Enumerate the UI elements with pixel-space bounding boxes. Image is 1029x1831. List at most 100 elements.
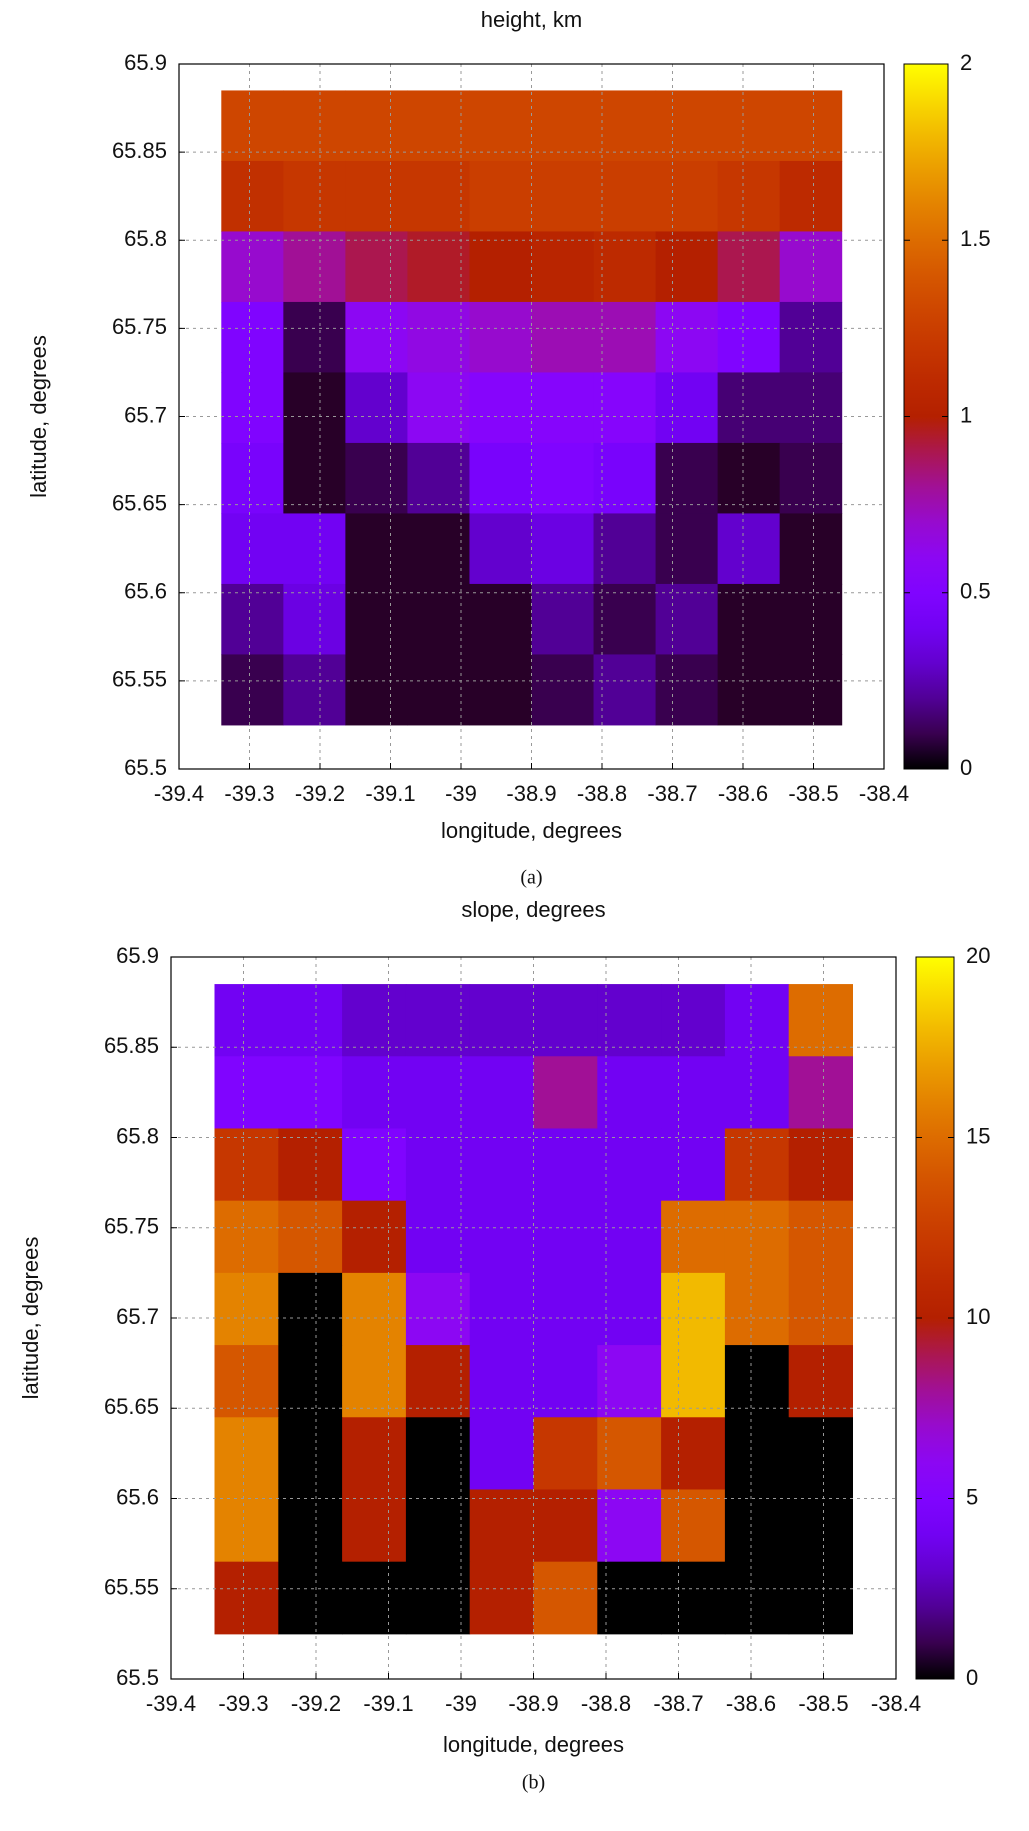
y-tick-label: 65.6 [116, 1484, 159, 1509]
y-axis-label: latitude, degrees [26, 335, 51, 498]
heat-cell [597, 1272, 662, 1346]
heat-cell [221, 372, 284, 444]
heat-cell [597, 1056, 662, 1129]
heat-cell [469, 372, 532, 444]
heat-cell [469, 1128, 534, 1202]
heat-cell [214, 984, 279, 1057]
heat-cell [661, 1200, 726, 1274]
heat-cell [278, 1561, 343, 1635]
heat-cell [278, 1272, 343, 1346]
heat-cell [655, 654, 719, 726]
heat-cell [593, 231, 657, 303]
heat-cell [469, 513, 532, 585]
heat-cell [342, 1345, 407, 1418]
heat-cell [531, 160, 595, 232]
heat-cell [405, 1056, 471, 1129]
heat-cell [724, 1345, 790, 1418]
heat-cell [655, 583, 719, 655]
heat-cell [724, 1128, 790, 1202]
heat-cell [345, 513, 408, 585]
colorbar-tick-label: 5 [966, 1484, 978, 1509]
heat-cell [717, 160, 781, 232]
heat-cell [533, 1056, 598, 1129]
heat-cell [655, 301, 719, 373]
heat-cell [779, 372, 843, 444]
heat-cell [345, 372, 408, 444]
heat-cell [661, 1128, 726, 1202]
x-tick-label: -38.8 [581, 1691, 631, 1716]
heat-cell [593, 513, 657, 585]
heat-cell [469, 160, 532, 232]
heat-cell [469, 1417, 534, 1490]
heat-cell [278, 1417, 343, 1490]
heat-cell [779, 583, 843, 655]
x-tick-label: -39.2 [291, 1691, 341, 1716]
x-tick-label: -39.4 [154, 781, 204, 806]
heat-cell [345, 583, 408, 655]
colorbar-tick-label: 0 [966, 1665, 978, 1690]
y-tick-label: 65.55 [112, 667, 167, 692]
y-tick-label: 65.55 [104, 1575, 159, 1600]
heat-cell [531, 654, 595, 726]
colorbar-tick-label: 1 [960, 402, 972, 427]
heat-cell [407, 654, 470, 726]
plot-frame [178, 63, 885, 770]
heat-cell [214, 1417, 279, 1490]
heat-cell [593, 654, 657, 726]
heat-cell [221, 90, 284, 162]
heat-cell [221, 583, 284, 655]
heat-cell [779, 513, 843, 585]
heat-cell [655, 372, 719, 444]
caption: (a) [520, 867, 542, 889]
heat-cell [469, 1056, 534, 1129]
heat-cell [593, 301, 657, 373]
x-tick-label: -38.9 [506, 781, 556, 806]
colorbar-tick-label: 10 [966, 1304, 990, 1329]
heat-cell [717, 513, 781, 585]
heat-cell [221, 654, 284, 726]
heat-cell [597, 1417, 662, 1490]
heat-cell [655, 231, 719, 303]
x-tick-label: -39.1 [365, 781, 415, 806]
x-tick-label: -38.8 [577, 781, 627, 806]
heat-cell [597, 1561, 662, 1635]
heat-cell [593, 583, 657, 655]
x-tick-label: -38.9 [508, 1691, 558, 1716]
heat-cell [469, 1272, 534, 1346]
heat-cell [405, 1345, 471, 1418]
heat-cell [531, 301, 595, 373]
heat-cell [788, 1417, 853, 1490]
x-axis-label: longitude, degrees [441, 818, 622, 843]
heat-cell [345, 160, 408, 232]
heat-cell [469, 984, 534, 1057]
x-tick-label: -38.7 [653, 1691, 703, 1716]
heat-cell [661, 1489, 726, 1563]
heat-cell [214, 1489, 279, 1563]
heat-cell [283, 583, 346, 655]
x-tick-label: -38.5 [788, 781, 838, 806]
heat-cell [407, 301, 470, 373]
y-tick-label: 65.65 [112, 490, 167, 515]
heat-cell [405, 1417, 471, 1490]
heat-cell [724, 984, 790, 1057]
colorbar-tick-label: 2 [960, 50, 972, 75]
heat-cell [661, 1561, 726, 1635]
heat-cell [597, 984, 662, 1057]
y-tick-label: 65.9 [124, 50, 167, 75]
heat-cell [342, 1272, 407, 1346]
heat-cell [405, 1272, 471, 1346]
heat-cell [221, 160, 284, 232]
heat-cell [283, 654, 346, 726]
heat-cell [655, 442, 719, 514]
heat-cell [661, 1272, 726, 1346]
x-tick-label: -39 [445, 781, 477, 806]
heat-cell [221, 231, 284, 303]
heat-cell [661, 1417, 726, 1490]
heat-cell [531, 583, 595, 655]
heat-cell [407, 442, 470, 514]
x-tick-label: -39.4 [146, 1691, 196, 1716]
x-tick-label: -38.5 [798, 1691, 848, 1716]
heat-cell [345, 231, 408, 303]
heat-cell [342, 1489, 407, 1563]
